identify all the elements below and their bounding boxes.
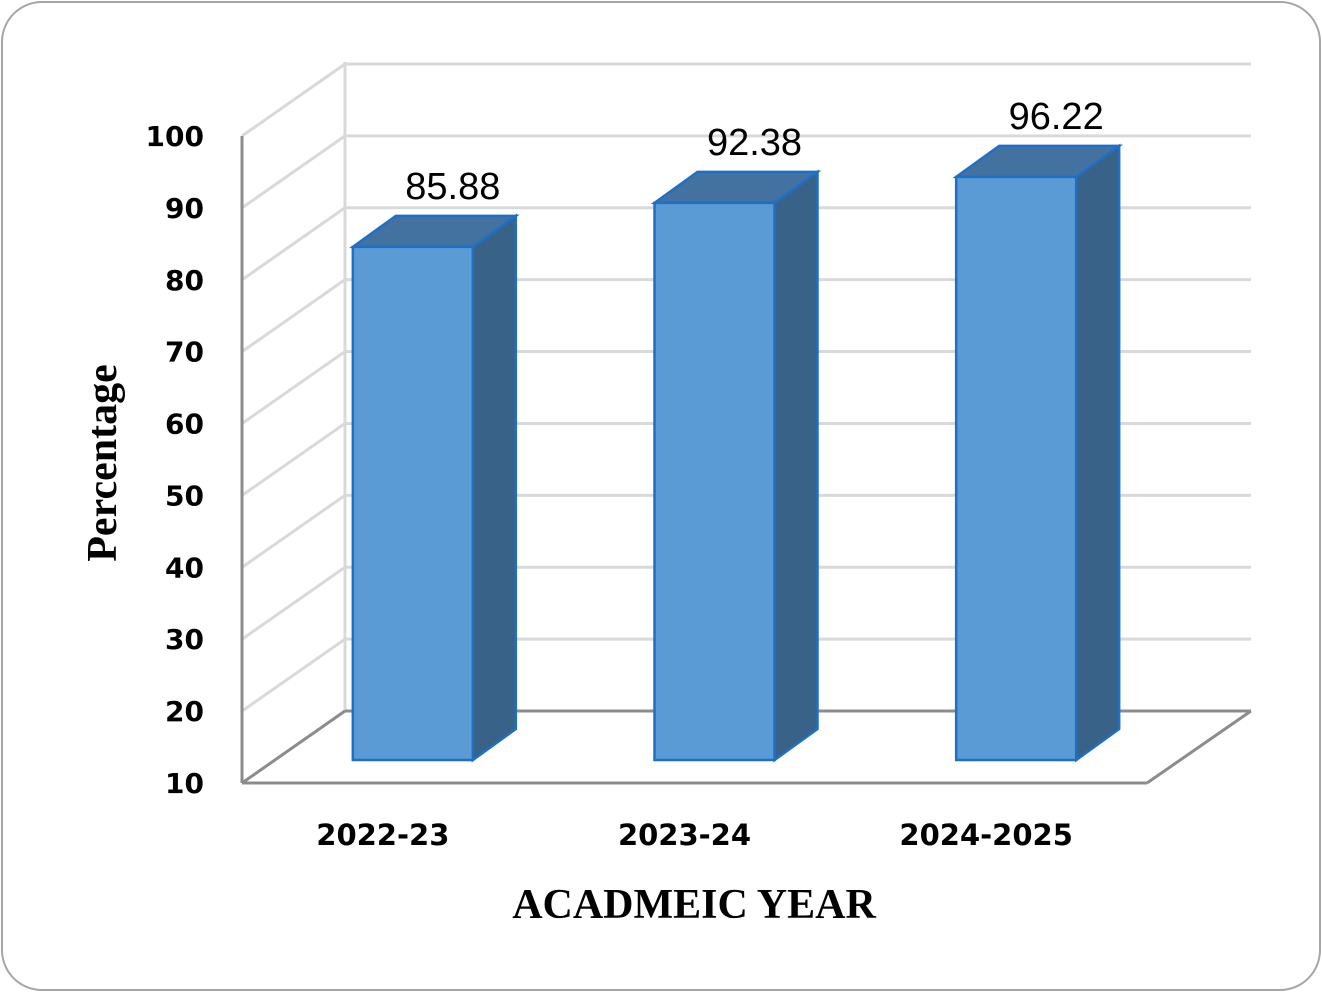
y-tick-label: 90 <box>165 192 204 225</box>
gridline-side <box>241 350 346 425</box>
y-tick-label: 70 <box>165 336 204 369</box>
floor-left-edge <box>241 709 346 785</box>
x-tick-label: 2023-24 <box>618 818 751 852</box>
x-axis-title: ACADMEIC YEAR <box>512 882 876 928</box>
y-axis-title: Percentage <box>80 364 126 561</box>
gridline-side <box>241 422 346 497</box>
labels: 10 20 30 40 50 60 70 80 90 100 85.88 2022-23 92.38 20… <box>146 96 1104 852</box>
bar-front-face <box>954 175 1078 762</box>
y-tick-label: 30 <box>165 623 204 656</box>
gridline-side <box>241 62 346 138</box>
floor-right-edge <box>1146 709 1252 785</box>
y-tick-label: 20 <box>165 695 204 728</box>
bar-front-face <box>351 245 475 762</box>
bar-2022-23 <box>348 213 520 763</box>
data-label: 92.38 <box>707 122 802 164</box>
gridline-side <box>241 134 346 210</box>
bar-front-face <box>653 201 776 762</box>
y-tick-label: 10 <box>165 767 204 800</box>
bar-side-face <box>773 169 819 763</box>
bar-2024-2025 <box>952 143 1124 763</box>
gridline-side <box>241 494 346 569</box>
y-tick-label: 60 <box>165 408 204 441</box>
x-tick-label: 2022-23 <box>316 818 449 852</box>
data-label: 96.22 <box>1009 96 1104 138</box>
gridline-side <box>241 565 346 641</box>
bar-2023-24 <box>650 169 822 763</box>
gridline-side <box>241 637 346 713</box>
bar-side-face <box>471 213 518 763</box>
bar-side-face <box>1074 143 1121 763</box>
gridline-side <box>241 278 346 353</box>
x-tick-label: 2024-2025 <box>899 818 1072 852</box>
data-label: 85.88 <box>405 166 500 208</box>
y-tick-label: 40 <box>165 551 204 584</box>
y-tick-label: 80 <box>165 264 204 297</box>
bars <box>348 143 1124 763</box>
y-tick-label: 100 <box>146 120 204 153</box>
y-tick-label: 50 <box>165 479 204 512</box>
gridline-side <box>241 206 346 282</box>
